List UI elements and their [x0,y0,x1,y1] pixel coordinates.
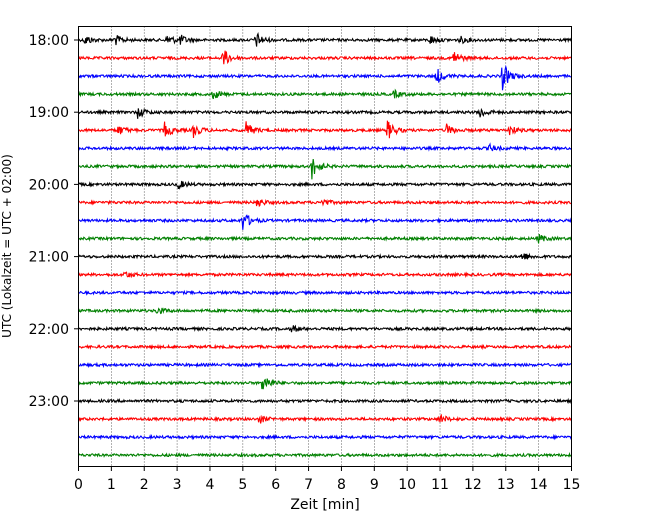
trace-1815 [77,50,572,65]
y-axis: 18:00 19:00 20:00 21:00 22:00 23:00 [29,33,79,410]
trace-1845 [78,88,572,100]
trace-2315 [77,413,572,424]
x-tick-label-15: 15 [563,477,581,493]
x-tick-label-1: 1 [107,477,116,493]
x-tick-label-5: 5 [238,477,247,493]
trace-2030 [78,214,573,230]
trace-2230 [78,361,572,369]
trace-2245 [78,378,572,390]
y-tick-label-2300: 23:00 [29,394,69,410]
y-tick-label-1900: 19:00 [29,105,69,121]
trace-2045 [78,234,572,244]
trace-2330 [78,433,573,441]
y-tick-label-2200: 22:00 [29,322,69,338]
x-tick-label-9: 9 [370,477,379,493]
y-tick-label-2000: 20:00 [29,177,69,193]
y-tick-label-1800: 18:00 [29,33,69,49]
x-axis-label: Zeit [min] [290,497,359,513]
y-tick-label-2100: 21:00 [29,250,69,266]
trace-1800 [78,32,572,47]
trace-2115 [78,271,572,279]
trace-1930 [78,142,572,153]
trace-2100 [78,252,572,260]
x-tick-label-2: 2 [140,477,149,493]
trace-1900 [78,107,572,119]
x-tick-label-11: 11 [431,477,449,493]
x-tick-label-8: 8 [337,477,346,493]
traces [77,32,573,459]
x-tick-label-14: 14 [530,477,548,493]
plot-frame [78,26,572,467]
trace-1915 [78,120,572,139]
trace-2300 [78,397,572,405]
y-axis-label: UTC (Lokalzeit = UTC + 02:00) [0,154,14,338]
trace-2000 [78,180,572,190]
trace-2015 [78,198,572,208]
grid [111,26,539,467]
trace-2345 [78,451,572,459]
trace-2215 [78,343,572,351]
x-tick-label-13: 13 [497,477,515,493]
x-tick-label-0: 0 [74,477,83,493]
trace-1830 [78,64,572,91]
x-tick-label-4: 4 [206,477,215,493]
x-tick-label-6: 6 [271,477,280,493]
x-tick-label-10: 10 [398,477,416,493]
x-axis: 0 1 2 3 4 5 6 7 8 9 10 11 12 13 14 15 [74,466,581,493]
trace-2145 [78,307,572,315]
x-tick-label-7: 7 [304,477,313,493]
trace-1945 [78,159,572,180]
trace-2130 [78,289,572,296]
x-tick-label-3: 3 [173,477,182,493]
x-tick-label-12: 12 [464,477,482,493]
trace-2200 [78,324,572,333]
